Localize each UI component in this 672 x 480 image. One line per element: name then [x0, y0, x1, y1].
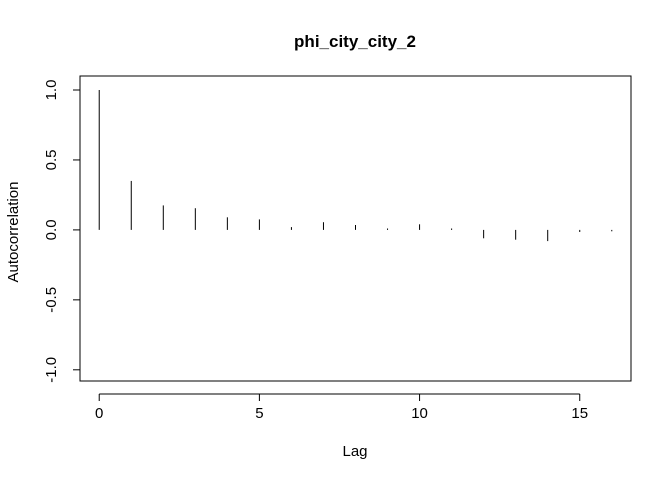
x-axis: 0 5 10 15: [95, 393, 588, 422]
x-tick-label: 0: [95, 405, 103, 422]
y-axis-label: Autocorrelation: [5, 182, 22, 283]
y-axis: -1.0 -0.5 0.0 0.5 1.0: [43, 80, 81, 383]
y-tick-label: -1.0: [43, 357, 60, 383]
x-tick-label: 15: [571, 405, 588, 422]
x-tick-label: 10: [411, 405, 428, 422]
y-tick-label: -0.5: [43, 287, 60, 313]
x-axis-label: Lag: [342, 443, 367, 460]
y-tick-label: 0.0: [43, 219, 60, 240]
acf-bars: [98, 89, 613, 242]
chart-title: phi_city_city_2: [294, 32, 416, 51]
x-tick-label: 5: [255, 405, 263, 422]
y-tick-label: 1.0: [43, 80, 60, 101]
y-tick-label: 0.5: [43, 150, 60, 171]
